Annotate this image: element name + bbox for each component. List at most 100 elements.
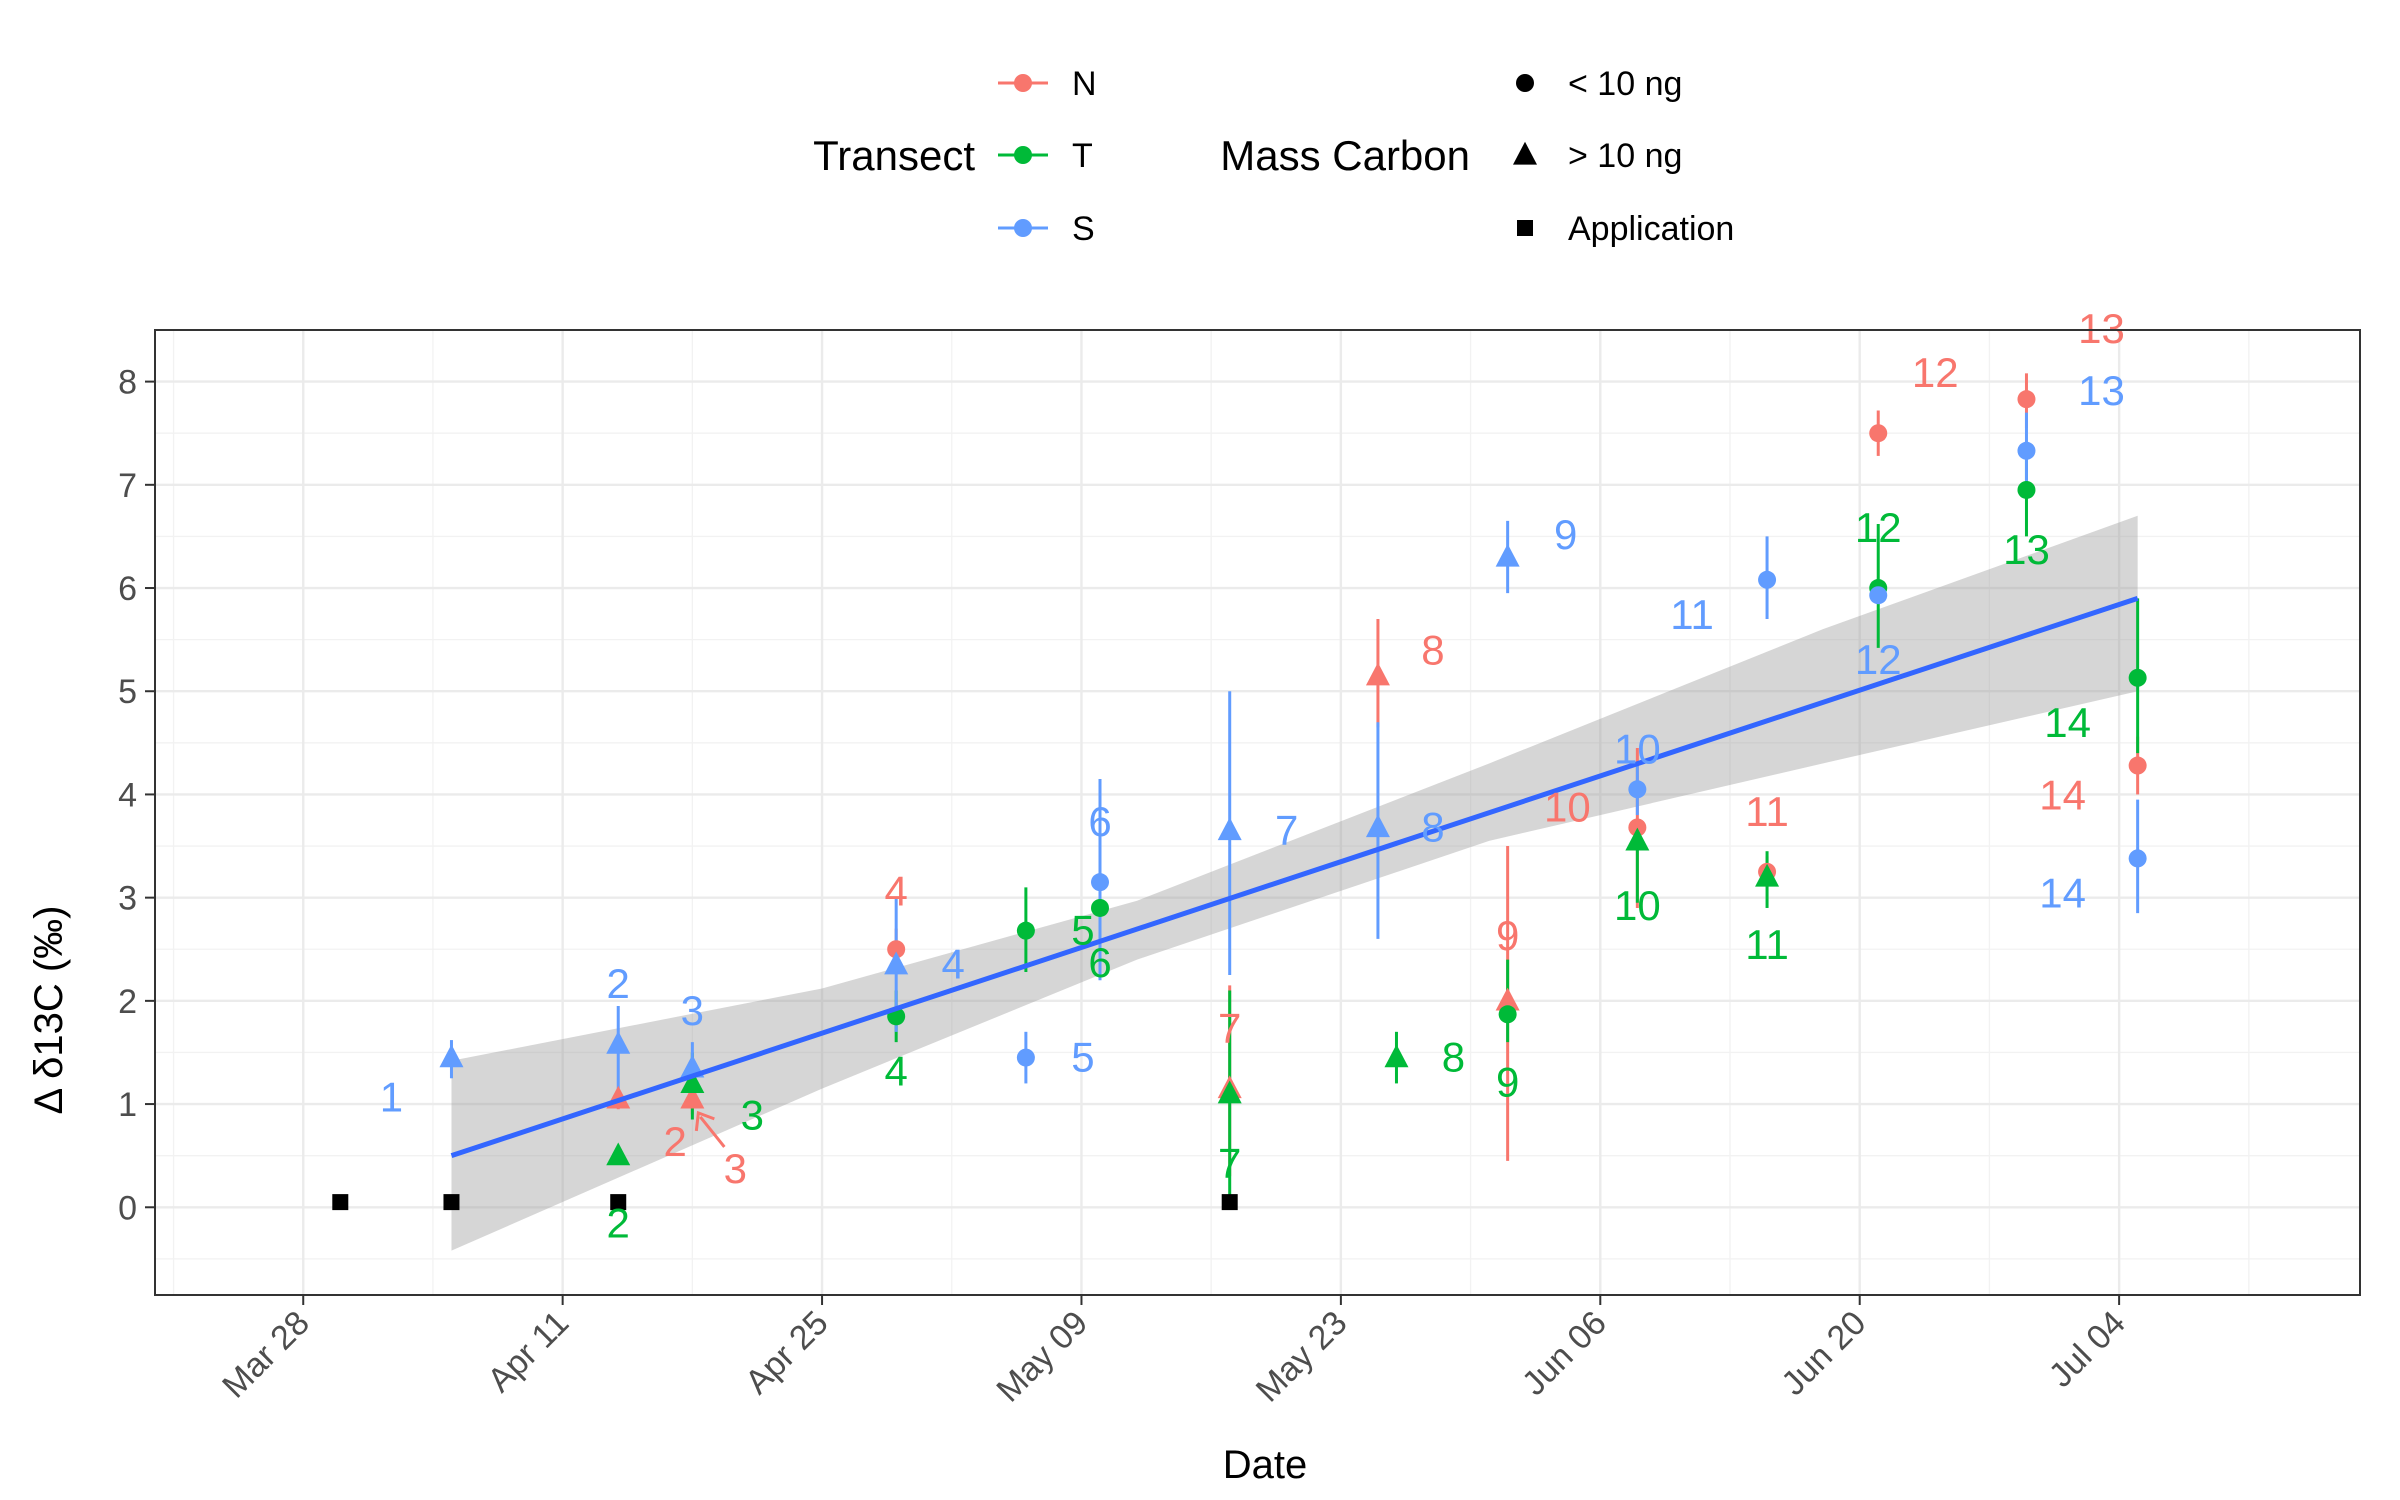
legend: Transect Mass Carbon NTS < 10 ng > 10 ng Ap…: [813, 65, 1734, 248]
data-point: [2128, 849, 2147, 868]
data-point: [884, 951, 909, 975]
application-marker: [610, 1194, 627, 1211]
point-label: 5: [1071, 907, 1094, 954]
data-point: [1495, 987, 1520, 1011]
trend-line: [450, 595, 2139, 1159]
application-marker: [332, 1194, 349, 1211]
x-axis-title: Date: [1223, 1443, 1308, 1487]
legend-item-transect: T: [998, 137, 1093, 175]
x-tick-label: Apr 11: [480, 1304, 576, 1400]
y-tick-label: 8: [118, 364, 137, 402]
data-point: [606, 1142, 631, 1166]
point-label: 13: [2003, 526, 2050, 573]
grid-major: [155, 330, 2360, 1295]
y-tick-label: 6: [118, 570, 137, 608]
data-point: [1091, 898, 1109, 917]
point-label: 1: [380, 1074, 403, 1121]
plot-border: [154, 329, 2361, 1296]
point-label: 6: [1088, 798, 1111, 845]
data-point: [1365, 814, 1390, 838]
point-label: 10: [1614, 882, 1661, 929]
legend-item-transect: S: [998, 210, 1095, 248]
point-label: 5: [1071, 1034, 1094, 1081]
data-point: [1016, 1048, 1035, 1067]
y-tick-label: 4: [118, 776, 137, 814]
data-point: [1628, 818, 1647, 837]
point-label: 14: [2039, 772, 2086, 819]
x-tick-label: Jul 04: [2042, 1304, 2133, 1395]
point-label: 3: [724, 1145, 747, 1192]
legend-label: N: [1072, 65, 1097, 103]
y-tick-label: 3: [118, 880, 137, 918]
y-tick-label: 2: [118, 983, 137, 1021]
data-points: [332, 390, 2147, 1211]
point-label: 2: [607, 960, 630, 1007]
legend-key-shape: [1516, 74, 1534, 92]
point-label: 11: [1745, 788, 1789, 835]
grid-minor: [155, 329, 2360, 1295]
legend-key-shape: [1517, 220, 1533, 236]
data-point: [1217, 817, 1242, 841]
data-point: [1384, 1044, 1409, 1068]
legend-key-point: [1014, 219, 1032, 237]
data-point: [1217, 1080, 1242, 1104]
point-label: 2: [664, 1118, 687, 1165]
x-tick-label: Jun 06: [1515, 1304, 1614, 1403]
legend-title-transect: Transect: [813, 132, 975, 179]
legend-label: Application: [1568, 210, 1734, 248]
data-point: [1755, 863, 1780, 887]
x-tick-label: Apr 25: [738, 1304, 836, 1402]
point-label: 12: [1912, 349, 1959, 396]
data-point: [2128, 756, 2147, 775]
confidence-band-area: [451, 515, 2138, 1251]
data-point: [1091, 873, 1109, 892]
point-label: 2: [607, 1200, 630, 1247]
legend-item-mass: > 10 ng: [1513, 137, 1682, 175]
data-point: [1758, 570, 1777, 589]
point-label: 3: [741, 1091, 764, 1138]
point-label: 12: [1855, 504, 1902, 551]
point-label: 7: [1275, 807, 1298, 854]
data-point: [2017, 390, 2036, 409]
data-point: [1625, 827, 1650, 851]
point-label: 8: [1421, 803, 1444, 850]
legend-item-mass: Application: [1517, 210, 1734, 248]
point-label: 11: [1745, 921, 1789, 968]
point-label: 8: [1421, 627, 1444, 674]
data-point: [887, 940, 906, 959]
point-label: 6: [1088, 939, 1111, 986]
y-tick-label: 1: [118, 1086, 137, 1124]
data-point: [680, 1070, 705, 1094]
legend-item-mass: < 10 ng: [1516, 65, 1682, 103]
point-label: 11: [1670, 591, 1714, 638]
legend-item-transect: N: [998, 65, 1097, 103]
legend-label: < 10 ng: [1568, 65, 1682, 103]
data-point: [1365, 662, 1390, 686]
data-point: [606, 1031, 631, 1054]
y-tick-label: 7: [118, 467, 137, 505]
legend-label: > 10 ng: [1568, 137, 1682, 175]
point-label: 8: [1442, 1034, 1465, 1081]
point-label: 10: [1614, 725, 1661, 772]
x-tick-label: Jun 20: [1774, 1304, 1873, 1403]
point-label: 4: [941, 941, 964, 988]
legend-title-mass: Mass Carbon: [1220, 132, 1470, 179]
point-label: 14: [2044, 699, 2091, 746]
data-point: [439, 1044, 464, 1068]
x-tick-label: May 09: [989, 1304, 1095, 1410]
point-label: 4: [884, 1047, 907, 1094]
point-label: 9: [1554, 511, 1577, 558]
application-marker: [443, 1194, 460, 1211]
point-label: 13: [2078, 305, 2125, 352]
y-axis-title: Δ δ13C (‰): [27, 905, 71, 1114]
point-label: 9: [1496, 1058, 1519, 1105]
point-label: 12: [1855, 636, 1902, 683]
point-label: 7: [1218, 1140, 1241, 1187]
legend-label: T: [1072, 137, 1093, 175]
legend-items: NTS < 10 ng > 10 ng Application: [998, 65, 1734, 248]
legend-key-point: [1014, 146, 1032, 164]
data-point: [1869, 586, 1888, 605]
